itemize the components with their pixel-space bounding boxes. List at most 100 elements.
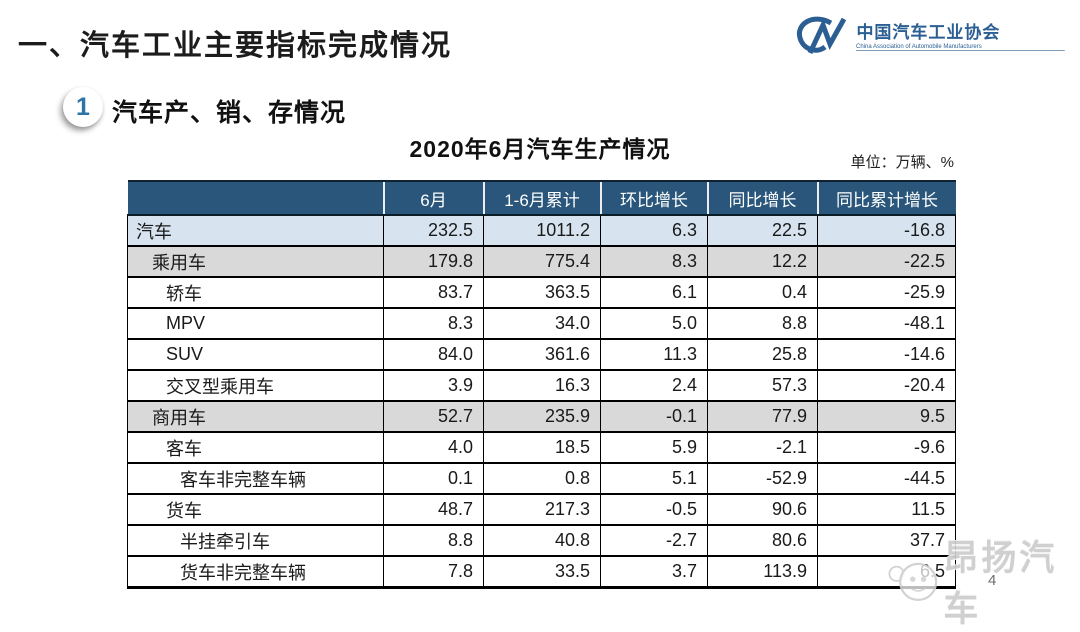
table-cell: -44.5 <box>817 462 956 495</box>
table-cell: 48.7 <box>383 493 484 526</box>
table-cell: 25.8 <box>707 338 818 371</box>
production-table: 6月 1-6月累计 环比增长 同比增长 同比累计增长 汽车 232.5 1011.2 6.3 2… <box>127 180 956 589</box>
table-row: 客车非完整车辆 0.1 0.8 5.1 -52.9 -44.5 <box>127 462 956 495</box>
table-cell: 18.5 <box>483 431 601 464</box>
table-cell: 5.1 <box>600 462 708 495</box>
table-cell: -2.7 <box>600 524 708 557</box>
row-label: MPV <box>127 307 384 340</box>
row-label: 轿车 <box>127 276 384 309</box>
table-cell: 361.6 <box>483 338 601 371</box>
table-row: 客车 4.0 18.5 5.9 -2.1 -9.6 <box>127 431 956 464</box>
table-cell: 84.0 <box>383 338 484 371</box>
table-row: SUV 84.0 361.6 11.3 25.8 -14.6 <box>127 338 956 371</box>
table-cell: 83.7 <box>383 276 484 309</box>
table-cell: 8.3 <box>383 307 484 340</box>
table-cell: 80.6 <box>707 524 818 557</box>
table-row: 交叉型乘用车 3.9 16.3 2.4 57.3 -20.4 <box>127 369 956 402</box>
table-row: 汽车 232.5 1011.2 6.3 22.5 -16.8 <box>127 214 956 247</box>
row-label: 客车 <box>127 431 384 464</box>
table-header-row: 6月 1-6月累计 环比增长 同比增长 同比累计增长 <box>127 180 956 216</box>
table-row: 轿车 83.7 363.5 6.1 0.4 -25.9 <box>127 276 956 309</box>
unit-label: 单位：万辆、% <box>850 154 954 171</box>
table-cell: 6.3 <box>600 214 708 247</box>
table-cell: -22.5 <box>817 245 956 278</box>
table-cell: 5.0 <box>600 307 708 340</box>
table-cell: 16.3 <box>483 369 601 402</box>
table-body: 汽车 232.5 1011.2 6.3 22.5 -16.8 乘用车 179.8 775.4 8.… <box>127 214 956 589</box>
table-cell: -20.4 <box>817 369 956 402</box>
slide-title: 一、汽车工业主要指标完成情况 <box>18 30 453 62</box>
table-cell: 4.0 <box>383 431 484 464</box>
table-cell: 37.7 <box>817 524 956 557</box>
table-cell: 5.9 <box>600 431 708 464</box>
column-header-3: 环比增长 <box>599 180 708 216</box>
table-cell: 8.8 <box>383 524 484 557</box>
column-header-2: 1-6月累计 <box>482 180 601 216</box>
column-header-0 <box>127 180 384 216</box>
logo-names: 中国汽车工业协会 China Association of Automobile… <box>856 18 1066 56</box>
page-number: 4 <box>988 572 997 589</box>
table-cell: 0.8 <box>483 462 601 495</box>
table-cell: 232.5 <box>383 214 484 247</box>
table-row: MPV 8.3 34.0 5.0 8.8 -48.1 <box>127 307 956 340</box>
table-cell: -2.1 <box>707 431 818 464</box>
table-cell: 40.8 <box>483 524 601 557</box>
table-cell: 22.5 <box>707 214 818 247</box>
table-cell: 6.1 <box>600 276 708 309</box>
table-cell: 217.3 <box>483 493 601 526</box>
row-label: 乘用车 <box>127 245 384 278</box>
table-cell: 11.3 <box>600 338 708 371</box>
row-label: 商用车 <box>127 400 384 433</box>
table-cell: 52.7 <box>383 400 484 433</box>
section-title: 汽车产、销、存情况 <box>112 99 347 127</box>
table-cell: 179.8 <box>383 245 484 278</box>
table-cell: -16.8 <box>817 214 956 247</box>
row-label: 客车非完整车辆 <box>127 462 384 495</box>
table-cell: 3.7 <box>600 555 708 589</box>
table-row: 商用车 52.7 235.9 -0.1 77.9 9.5 <box>127 400 956 433</box>
table-cell: 8.3 <box>600 245 708 278</box>
table-cell: 34.0 <box>483 307 601 340</box>
table-cell: -25.9 <box>817 276 956 309</box>
table-cell: 775.4 <box>483 245 601 278</box>
row-label: 交叉型乘用车 <box>127 369 384 402</box>
logo-name-en: China Association of Automobile Manufact… <box>856 43 1066 51</box>
table-row: 乘用车 179.8 775.4 8.3 12.2 -22.5 <box>127 245 956 278</box>
row-label: SUV <box>127 338 384 371</box>
table-title: 2020年6月汽车生产情况 <box>409 136 671 162</box>
table-cell: 6.5 <box>817 555 956 589</box>
table-row: 货车 48.7 217.3 -0.5 90.6 11.5 <box>127 493 956 526</box>
column-header-5: 同比累计增长 <box>816 180 956 216</box>
cm-logo-icon <box>797 16 847 55</box>
table-cell: 77.9 <box>707 400 818 433</box>
table-cell: 0.4 <box>707 276 818 309</box>
table-cell: 3.9 <box>383 369 484 402</box>
table-cell: -0.5 <box>600 493 708 526</box>
table-row: 货车非完整车辆 7.8 33.5 3.7 113.9 6.5 <box>127 555 956 589</box>
table-cell: -9.6 <box>817 431 956 464</box>
section-number-badge: 1 <box>63 87 103 127</box>
table-cell: 7.8 <box>383 555 484 589</box>
table-cell: 235.9 <box>483 400 601 433</box>
table-cell: 90.6 <box>707 493 818 526</box>
table-cell: 113.9 <box>707 555 818 589</box>
table-cell: 1011.2 <box>483 214 601 247</box>
logo-name-cn: 中国汽车工业协会 <box>856 23 1001 42</box>
row-label: 汽车 <box>127 214 384 247</box>
table-header: 6月 1-6月累计 环比增长 同比增长 同比累计增长 <box>127 180 956 216</box>
table-cell: 0.1 <box>383 462 484 495</box>
table-cell: 57.3 <box>707 369 818 402</box>
row-label: 货车 <box>127 493 384 526</box>
table-cell: 2.4 <box>600 369 708 402</box>
table-cell: 363.5 <box>483 276 601 309</box>
table-cell: 33.5 <box>483 555 601 589</box>
table-cell: -14.6 <box>817 338 956 371</box>
row-label: 半挂牵引车 <box>127 524 384 557</box>
caam-logo: 中国汽车工业协会 China Association of Automobile… <box>792 16 1066 58</box>
table-row: 半挂牵引车 8.8 40.8 -2.7 80.6 37.7 <box>127 524 956 557</box>
table-cell: 12.2 <box>707 245 818 278</box>
table-cell: 11.5 <box>817 493 956 526</box>
table-cell: -0.1 <box>600 400 708 433</box>
table-cell: 8.8 <box>707 307 818 340</box>
row-label: 货车非完整车辆 <box>127 555 384 589</box>
